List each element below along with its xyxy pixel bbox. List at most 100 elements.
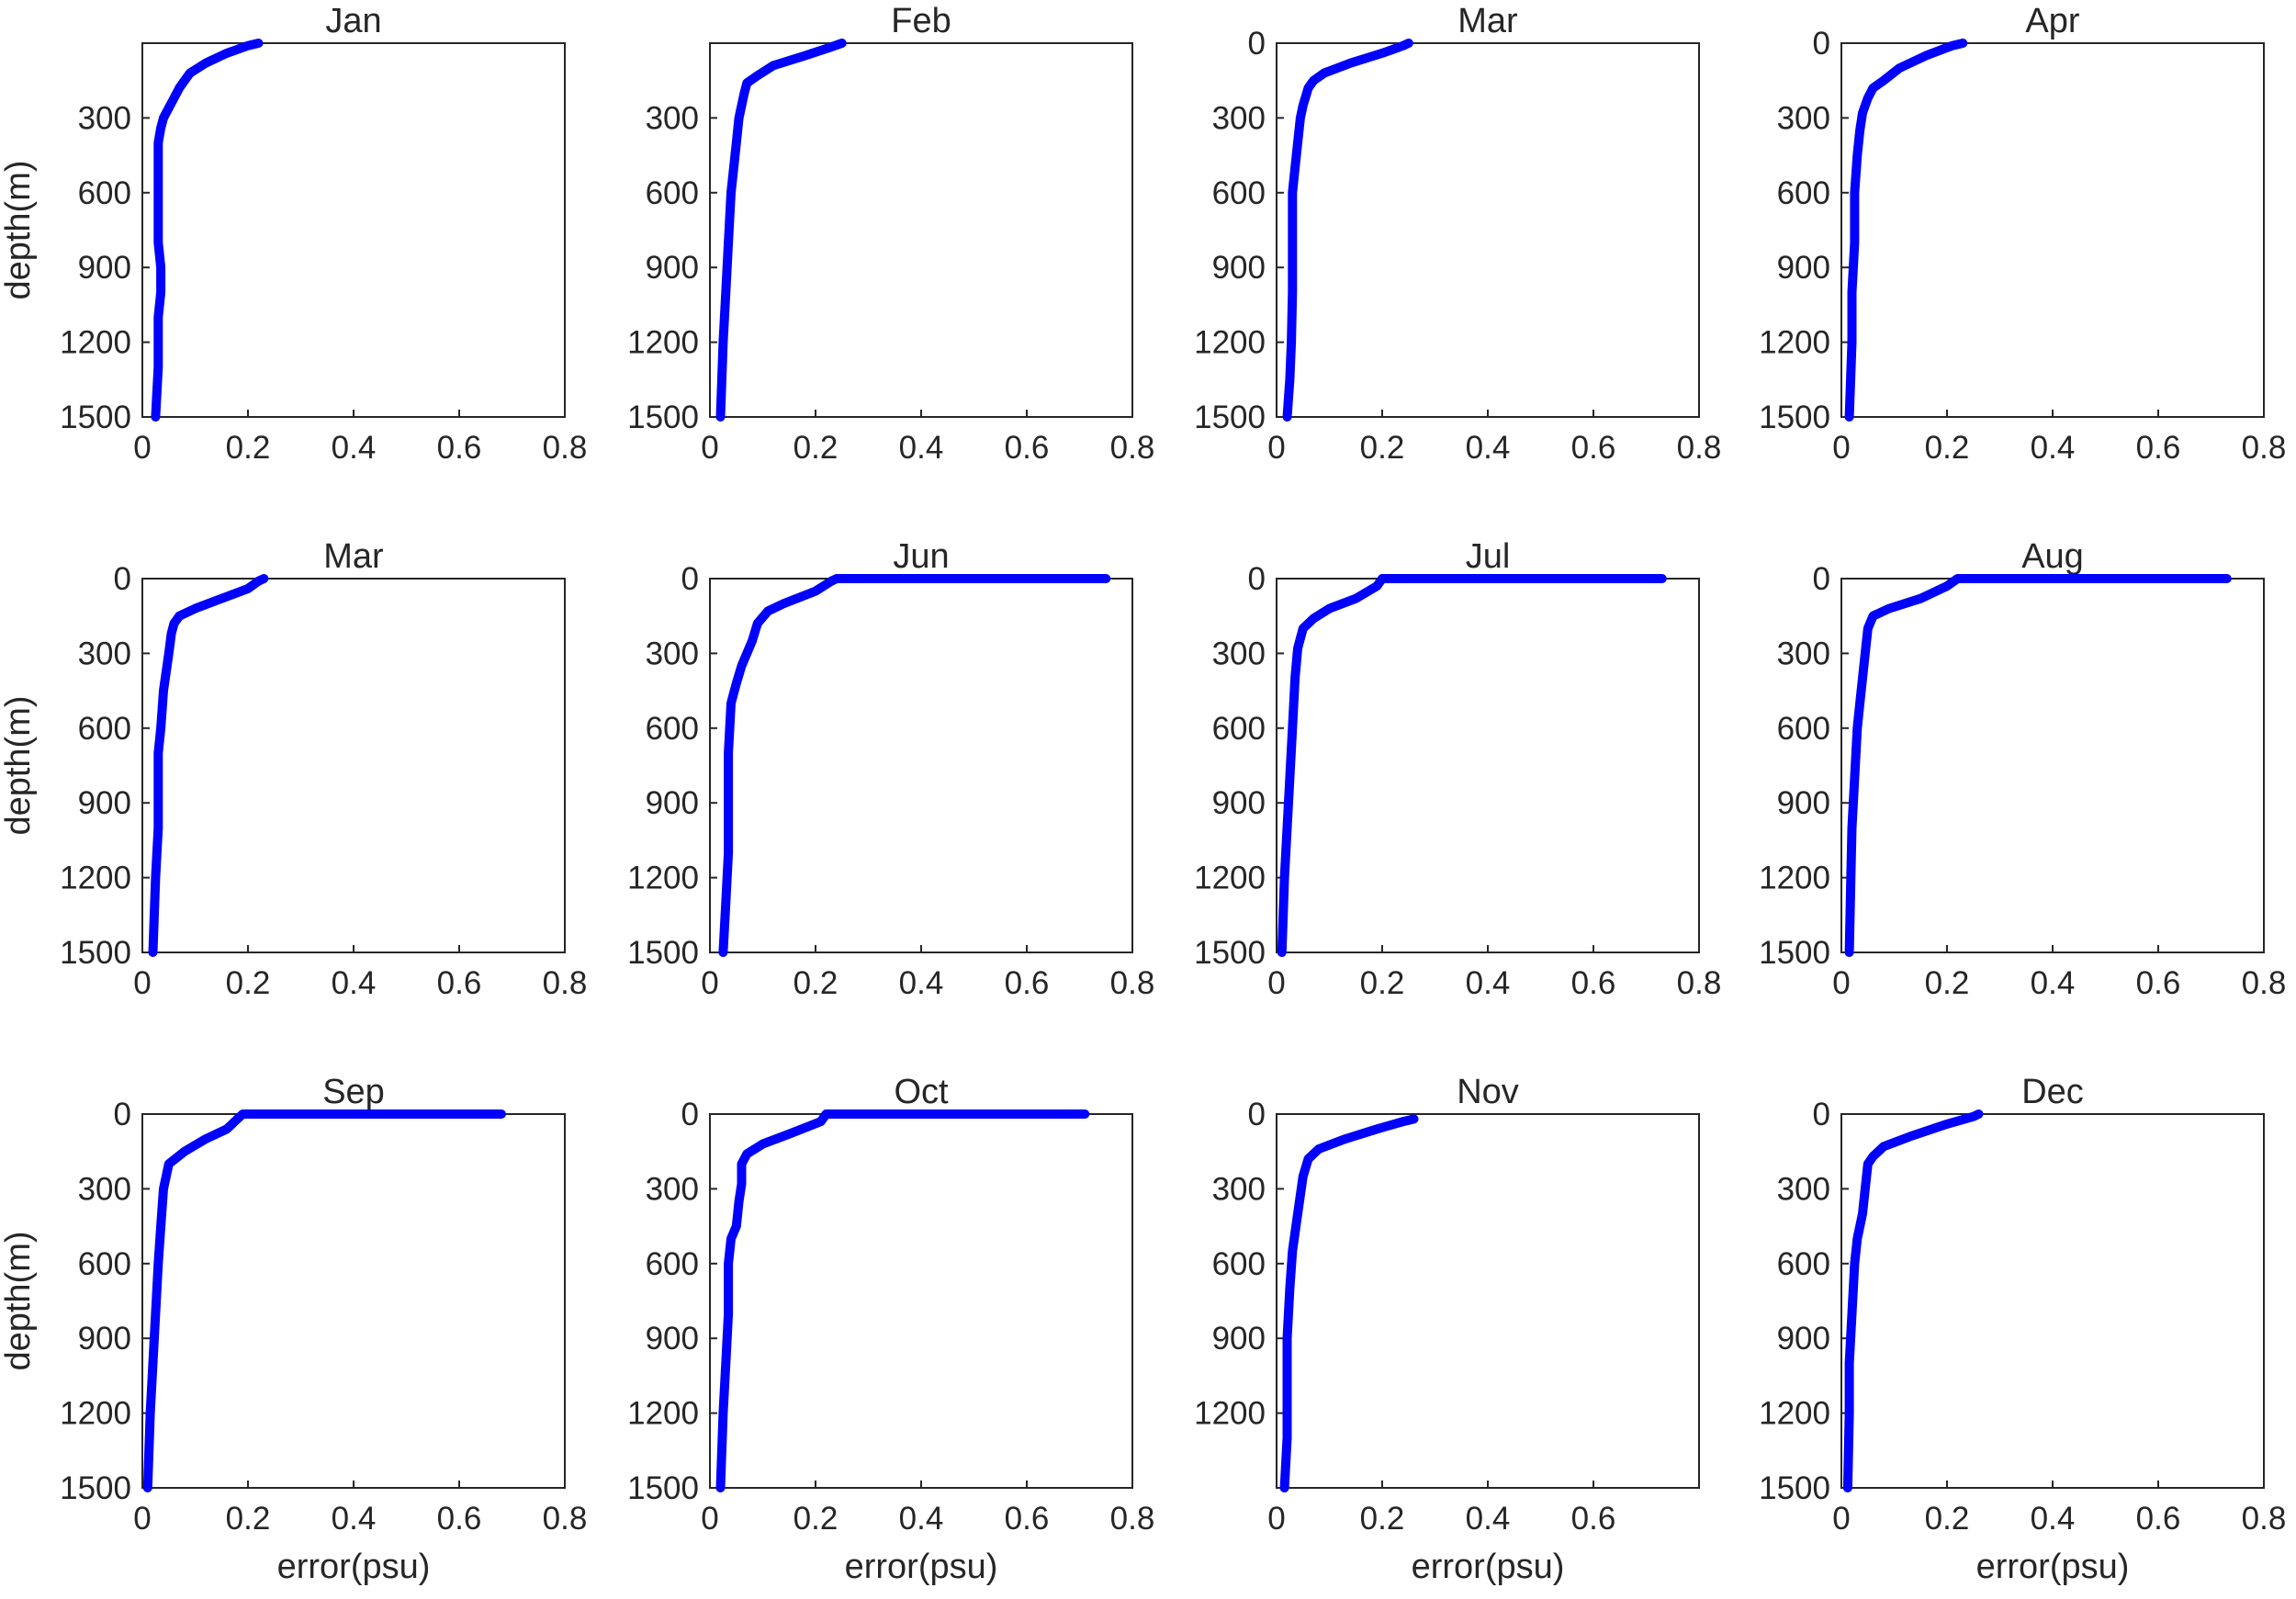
x-axis-label: error(psu) bbox=[845, 1548, 998, 1586]
y-tick-label: 300 bbox=[78, 100, 131, 136]
x-tick-label: 0 bbox=[701, 1501, 718, 1537]
y-tick-label: 300 bbox=[78, 636, 131, 671]
error-profile-line bbox=[1844, 574, 2232, 957]
y-tick-label: 0 bbox=[1248, 1097, 1266, 1132]
panel-oct-10: Oct 0 0.2 0.4 0.6 0.8 0 300 600 900 1200 1500 error(… bbox=[627, 1073, 1154, 1586]
panel-sep-9: Sep 0 0.2 0.4 0.6 0.8 0 300 600 900 1200 1500 depth(… bbox=[0, 1073, 587, 1586]
plot-frame bbox=[1840, 1113, 2265, 1489]
y-tick-label: 900 bbox=[646, 1321, 699, 1357]
x-tick-label: 0.6 bbox=[2136, 1501, 2181, 1537]
x-axis-label: error(psu) bbox=[1412, 1548, 1565, 1586]
y-tick-label: 600 bbox=[1777, 1246, 1830, 1282]
y-tick-label: 1500 bbox=[60, 935, 131, 971]
x-tick-label: 0.2 bbox=[226, 430, 271, 466]
x-tick-label: 0.6 bbox=[437, 430, 482, 466]
panel-title: Oct bbox=[894, 1073, 949, 1111]
x-tick-label: 0 bbox=[133, 430, 151, 466]
y-tick-label: 900 bbox=[1212, 785, 1266, 821]
x-tick-label: 0.4 bbox=[1466, 430, 1511, 466]
x-tick-label: 0.2 bbox=[793, 430, 838, 466]
panel-jul-7: Jul 0 0.2 0.4 0.6 0.8 0 300 600 900 1200 1500 bbox=[1194, 537, 1721, 1001]
x-tick-label: 0.2 bbox=[1360, 1501, 1405, 1537]
x-tick-label: 0.6 bbox=[1005, 965, 1050, 1001]
x-tick-label: 0.8 bbox=[2242, 430, 2287, 466]
x-tick-label: 0 bbox=[133, 1501, 151, 1537]
x-tick-label: 0.6 bbox=[1005, 1501, 1050, 1537]
y-tick-label: 0 bbox=[114, 1097, 131, 1132]
x-tick-label: 0.8 bbox=[543, 430, 588, 466]
x-tick-label: 0 bbox=[1267, 430, 1285, 466]
x-tick-label: 0.8 bbox=[543, 1501, 588, 1537]
x-tick-label: 0.2 bbox=[1925, 430, 1970, 466]
x-tick-label: 0 bbox=[1832, 965, 1850, 1001]
x-tick-label: 0.6 bbox=[1571, 1501, 1616, 1537]
error-profile-line bbox=[1844, 39, 1968, 422]
x-tick-label: 0 bbox=[133, 965, 151, 1001]
x-tick-label: 0.2 bbox=[226, 965, 271, 1001]
x-axis-label: error(psu) bbox=[1976, 1548, 2130, 1586]
y-axis-label: depth(m) bbox=[0, 1231, 38, 1370]
y-tick-label: 300 bbox=[646, 100, 699, 136]
y-tick-label: 300 bbox=[78, 1171, 131, 1207]
panel-mar-5: Mar 0 0.2 0.4 0.6 0.8 0 300 600 900 1200 1500 depth(… bbox=[0, 537, 587, 1001]
y-tick-label: 600 bbox=[1777, 711, 1830, 747]
y-tick-label: 1500 bbox=[60, 400, 131, 435]
y-tick-label: 0 bbox=[1813, 1097, 1830, 1132]
y-tick-label: 900 bbox=[1212, 250, 1266, 286]
panel-title: Jan bbox=[325, 2, 381, 40]
panel-aug-8: Aug 0 0.2 0.4 0.6 0.8 0 300 600 900 1200 1500 bbox=[1759, 537, 2286, 1001]
y-tick-label: 0 bbox=[681, 561, 699, 597]
panel-title: Mar bbox=[323, 537, 384, 576]
x-tick-label: 0.4 bbox=[332, 1501, 377, 1537]
y-tick-label: 600 bbox=[1212, 175, 1266, 211]
panel-title: Dec bbox=[2021, 1073, 2084, 1111]
y-tick-label: 600 bbox=[1212, 711, 1266, 747]
y-tick-label: 900 bbox=[78, 1321, 131, 1357]
y-tick-label: 0 bbox=[1248, 26, 1266, 62]
y-tick-label: 0 bbox=[681, 1097, 699, 1132]
y-tick-label: 600 bbox=[1777, 175, 1830, 211]
y-tick-label: 900 bbox=[1777, 785, 1830, 821]
panel-title: Feb bbox=[891, 2, 951, 40]
x-tick-label: 0.4 bbox=[2031, 1501, 2076, 1537]
error-profile-line bbox=[151, 39, 264, 422]
x-tick-label: 0.8 bbox=[1110, 430, 1155, 466]
x-tick-label: 0.4 bbox=[2031, 430, 2076, 466]
y-tick-label: 1200 bbox=[627, 861, 699, 896]
plot-frame bbox=[709, 1113, 1133, 1489]
panel-apr-4: Apr 0 0.2 0.4 0.6 0.8 0 300 600 900 1200 1500 bbox=[1759, 2, 2286, 466]
plot-frame bbox=[141, 578, 566, 953]
error-profile-line bbox=[1282, 39, 1413, 422]
y-tick-label: 1500 bbox=[627, 1470, 699, 1506]
y-tick-label: 1500 bbox=[1194, 400, 1266, 435]
x-tick-label: 0.4 bbox=[332, 430, 377, 466]
panel-title: Jun bbox=[893, 537, 949, 576]
x-tick-label: 0.8 bbox=[2242, 965, 2287, 1001]
x-tick-label: 0 bbox=[701, 965, 718, 1001]
plot-frame bbox=[709, 42, 1133, 418]
error-profile-line bbox=[1277, 574, 1667, 957]
y-tick-label: 0 bbox=[1813, 561, 1830, 597]
x-tick-label: 0.6 bbox=[437, 1501, 482, 1537]
y-tick-label: 1500 bbox=[1759, 935, 1830, 971]
panel-title: Nov bbox=[1457, 1073, 1519, 1111]
x-tick-label: 0.4 bbox=[899, 430, 944, 466]
y-tick-label: 600 bbox=[78, 711, 131, 747]
y-tick-label: 1500 bbox=[1194, 935, 1266, 971]
y-tick-label: 900 bbox=[1777, 250, 1830, 286]
x-tick-label: 0 bbox=[701, 430, 718, 466]
panel-dec-12: Dec 0 0.2 0.4 0.6 0.8 0 300 600 900 1200 1500 error(… bbox=[1759, 1073, 2286, 1586]
x-tick-label: 0.6 bbox=[437, 965, 482, 1001]
y-tick-label: 0 bbox=[114, 561, 131, 597]
y-tick-label: 900 bbox=[646, 250, 699, 286]
x-tick-label: 0.6 bbox=[2136, 430, 2181, 466]
x-tick-label: 0 bbox=[1267, 1501, 1285, 1537]
panel-title: Apr bbox=[2025, 2, 2079, 40]
panel-title: Jul bbox=[1466, 537, 1511, 576]
y-tick-label: 600 bbox=[78, 1246, 131, 1282]
plot-frame bbox=[709, 578, 1133, 953]
x-tick-label: 0.4 bbox=[332, 965, 377, 1001]
x-tick-label: 0.8 bbox=[1110, 965, 1155, 1001]
panel-mar-3: Mar 0 0.2 0.4 0.6 0.8 0 300 600 900 1200 1500 bbox=[1194, 2, 1721, 466]
